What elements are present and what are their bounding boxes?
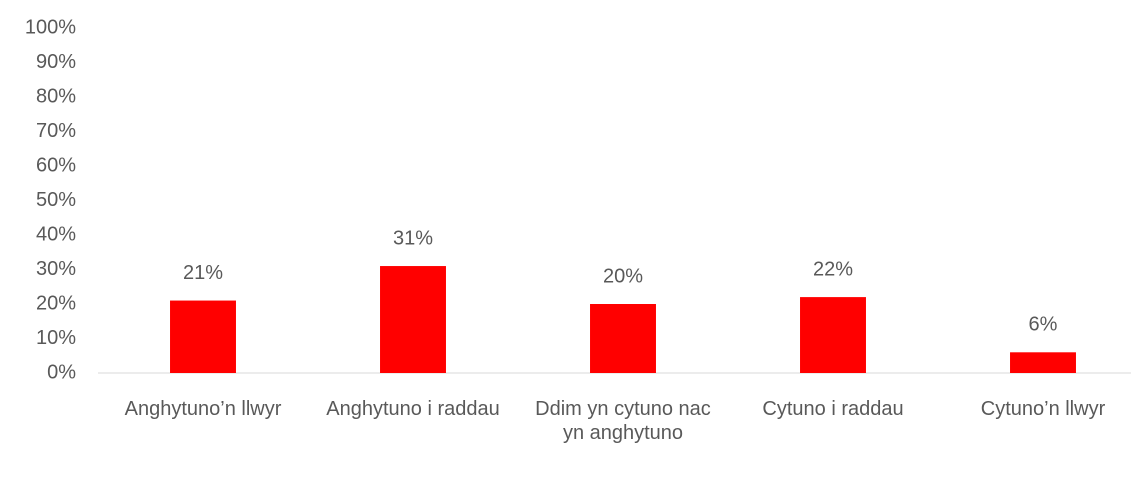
x-tick-label: Anghytuno i raddau [326, 398, 500, 420]
data-label: 20% [603, 265, 643, 287]
y-tick-label: 30% [36, 258, 76, 280]
y-tick-label: 10% [36, 327, 76, 349]
data-label: 31% [393, 227, 433, 249]
y-tick-label: 70% [36, 120, 76, 142]
y-tick-label: 80% [36, 85, 76, 107]
y-tick-label: 50% [36, 189, 76, 211]
bar [170, 300, 236, 373]
bar [800, 297, 866, 373]
y-tick-label: 90% [36, 51, 76, 73]
y-tick-label: 20% [36, 292, 76, 314]
x-tick-label: Anghytuno’n llwyr [124, 398, 282, 420]
bar [1010, 352, 1076, 373]
x-tick-label: Cytuno’n llwyr [980, 398, 1106, 420]
data-label: 6% [1029, 314, 1058, 336]
x-tick-label: Cytuno i raddau [762, 398, 904, 420]
y-tick-label: 100% [25, 16, 76, 38]
bar [380, 266, 446, 373]
y-tick-label: 0% [47, 361, 76, 383]
data-label: 21% [183, 262, 223, 284]
x-tick-label: Ddim yn cytuno nac yn anghytuno [535, 398, 711, 444]
bar [590, 304, 656, 373]
data-label: 22% [813, 258, 853, 280]
y-tick-label: 60% [36, 154, 76, 176]
y-tick-label: 40% [36, 223, 76, 245]
